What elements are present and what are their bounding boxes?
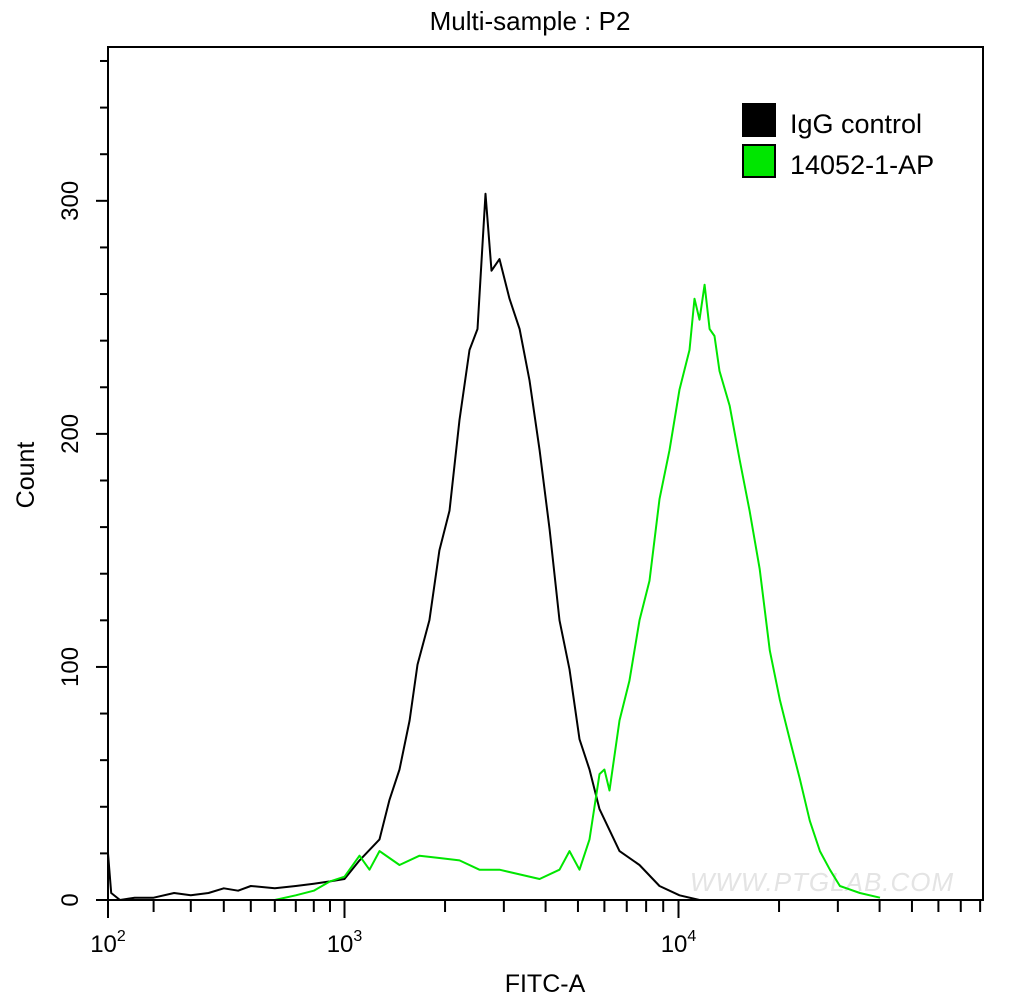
legend-swatch-14052-1-ap bbox=[742, 144, 776, 178]
legend: IgG control 14052-1-AP bbox=[742, 103, 934, 180]
y-tick-label: 200 bbox=[57, 414, 84, 454]
series-line-14052-1-ap bbox=[274, 283, 881, 901]
y-axis-label: Count bbox=[12, 442, 40, 509]
chart-title: Multi-sample : P2 bbox=[430, 6, 631, 36]
x-axis-label: FITC-A bbox=[505, 970, 586, 998]
legend-swatch-igg-control bbox=[742, 103, 776, 137]
y-axis: 0 100 200 300 bbox=[57, 59, 108, 907]
series-line-igg-control bbox=[107, 192, 779, 901]
x-tick-label: 104 bbox=[661, 928, 697, 958]
watermark: WWW.PTGLAB.COM bbox=[690, 867, 954, 897]
x-tick-label: 102 bbox=[90, 928, 126, 958]
y-tick-label: 300 bbox=[57, 181, 84, 221]
series-layer bbox=[107, 192, 881, 901]
x-axis: 102 103 104 bbox=[90, 900, 982, 958]
legend-label-14052-1-ap: 14052-1-AP bbox=[790, 150, 934, 180]
x-tick-label: 103 bbox=[327, 928, 363, 958]
legend-label-igg-control: IgG control bbox=[790, 109, 922, 139]
y-tick-label: 100 bbox=[57, 647, 84, 687]
y-tick-label: 0 bbox=[57, 893, 84, 906]
